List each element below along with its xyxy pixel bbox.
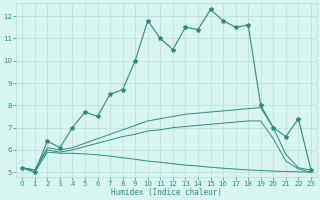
X-axis label: Humidex (Indice chaleur): Humidex (Indice chaleur) (111, 188, 222, 197)
